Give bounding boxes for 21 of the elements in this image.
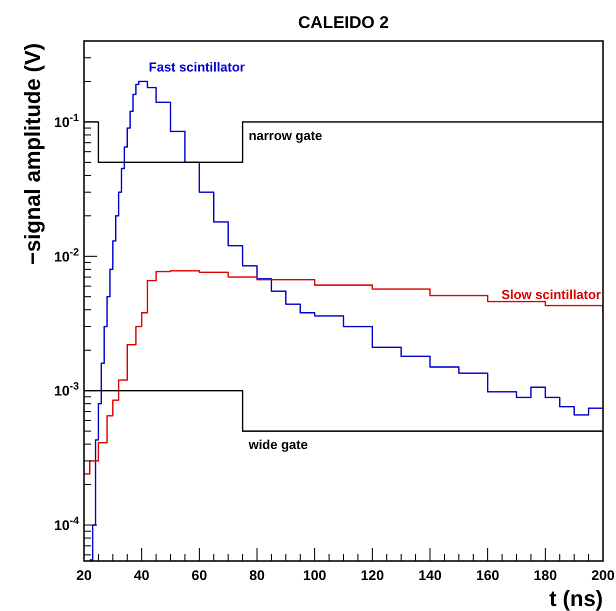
series-label: Slow scintillator	[501, 286, 601, 302]
y-axis-title: −signal amplitude (V)	[20, 43, 45, 265]
series-label: wide gate	[248, 437, 308, 452]
x-tick-label: 140	[418, 567, 442, 583]
y-tick-label: 10$^{-4}$	[54, 515, 80, 534]
x-tick-label: 20	[76, 567, 92, 583]
x-tick-label: 100	[302, 567, 327, 583]
x-tick-label: 180	[534, 567, 558, 583]
x-tick-label: 200	[591, 567, 615, 583]
y-tick-label: 10$^{-1}$	[54, 112, 80, 130]
x-tick-label: 60	[192, 567, 208, 583]
x-tick-label: 40	[134, 567, 150, 583]
x-tick-label: 160	[476, 567, 500, 583]
series-label: Fast scintillator	[148, 59, 245, 74]
x-tick-label: 80	[249, 567, 265, 583]
x-axis-title: t (ns)	[549, 586, 603, 611]
chart-title: CALEIDO 2	[298, 13, 389, 32]
y-tick-label: 10$^{-2}$	[54, 246, 80, 264]
x-tick-label: 120	[360, 567, 384, 583]
y-tick-label: 10$^{-3}$	[54, 380, 80, 399]
series-label: narrow gate	[248, 128, 322, 143]
